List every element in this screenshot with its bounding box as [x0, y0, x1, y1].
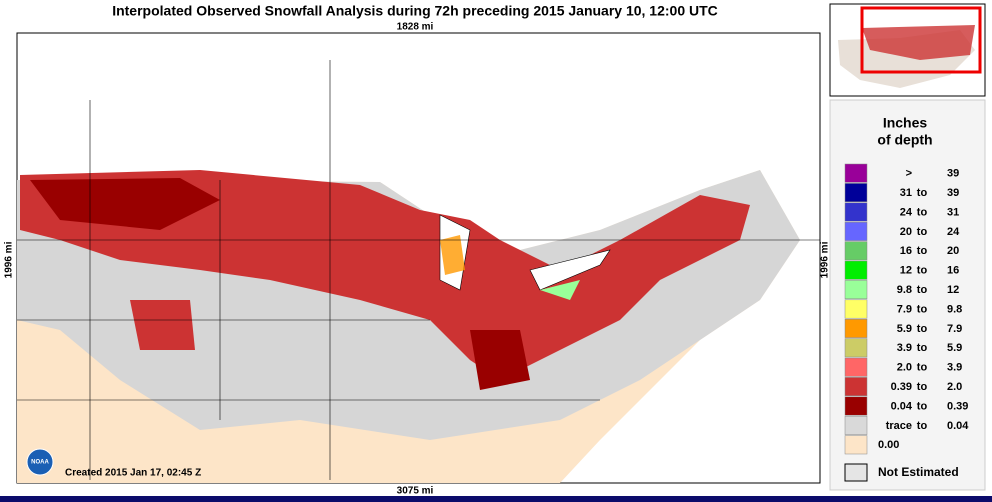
- title: Interpolated Observed Snowfall Analysis …: [112, 3, 718, 19]
- legend-label: 3.9: [897, 342, 912, 354]
- legend-label: to: [917, 381, 928, 393]
- legend-swatch: [844, 163, 868, 183]
- legend-swatch: [844, 299, 868, 319]
- map: NOAA Created 2015 Jan 17, 02:45 Z: [16, 32, 821, 484]
- legend-swatch: [844, 415, 868, 435]
- legend-label: to: [917, 342, 928, 354]
- legend-label: 12: [900, 265, 912, 277]
- legend-swatch: [844, 202, 868, 222]
- legend-title: of depth: [877, 132, 932, 148]
- legend-label: to: [917, 400, 928, 412]
- snow-region: [130, 300, 195, 350]
- not-estimated-swatch: [844, 463, 868, 482]
- legend-label: 9.8: [897, 284, 912, 296]
- legend-label: 0.39: [891, 381, 912, 393]
- legend-swatch: [844, 396, 868, 416]
- legend-label: 24: [947, 226, 960, 238]
- legend-label: to: [917, 226, 928, 238]
- legend-label: 2.0: [897, 362, 912, 374]
- legend-label: to: [917, 323, 928, 335]
- legend-label: to: [917, 362, 928, 374]
- legend-label: to: [917, 206, 928, 218]
- legend-label: to: [917, 245, 928, 257]
- legend-label: 39: [947, 168, 959, 180]
- noaa-logo-text: NOAA: [31, 460, 49, 466]
- distance-bottom: 3075 mi: [397, 486, 434, 497]
- created-date: Created 2015 Jan 17, 02:45 Z: [65, 468, 201, 479]
- legend-label: 20: [947, 245, 959, 257]
- distance-left: 1996 mi: [4, 241, 15, 278]
- noaa-logo: [26, 448, 54, 476]
- legend-label: to: [917, 187, 928, 199]
- snow-region: [20, 170, 750, 380]
- legend-label: 24: [900, 206, 913, 218]
- lake-effect: [540, 280, 580, 300]
- legend-label: to: [917, 265, 928, 277]
- legend: Inches of depth Not Estimated >39 31 to 39 2…: [829, 99, 986, 491]
- distance-top: 1828 mi: [397, 22, 434, 33]
- legend-swatch: [844, 318, 868, 338]
- legend-swatch: [844, 241, 868, 261]
- legend-swatch: [844, 338, 868, 358]
- legend-label: 0.04: [947, 420, 969, 432]
- legend-label: 31: [947, 206, 959, 218]
- inset-highlight: [860, 6, 982, 74]
- snow-region-dark: [30, 178, 220, 230]
- legend-label: 2.0: [947, 381, 962, 393]
- snow-region-dark: [470, 330, 530, 390]
- legend-label: 39: [947, 187, 959, 199]
- legend-label: 5.9: [947, 342, 962, 354]
- legend-label: trace: [886, 420, 912, 432]
- legend-label: 16: [900, 245, 912, 257]
- inset-map: [829, 3, 986, 97]
- legend-swatch: [844, 357, 868, 377]
- legend-swatch: [844, 260, 868, 280]
- legend-swatch: [844, 221, 868, 241]
- state-borders: [17, 60, 820, 480]
- legend-label: 0.00: [878, 439, 899, 451]
- legend-label: to: [917, 303, 928, 315]
- lake-erie: [529, 249, 611, 291]
- distance-right: 1996 mi: [820, 241, 831, 278]
- legend-label: 3.9: [947, 362, 962, 374]
- legend-label: to: [917, 420, 928, 432]
- legend-title: Inches: [883, 115, 928, 131]
- legend-label: to: [917, 284, 928, 296]
- legend-label: 31: [900, 187, 912, 199]
- legend-label: 0.04: [891, 400, 913, 412]
- legend-label: >: [906, 168, 912, 180]
- legend-label: 20: [900, 226, 912, 238]
- legend-label: 7.9: [897, 303, 912, 315]
- legend-label: 12: [947, 284, 959, 296]
- legend-label: 7.9: [947, 323, 962, 335]
- legend-label: 0.39: [947, 400, 968, 412]
- not-estimated-label: Not Estimated: [878, 465, 959, 479]
- lake-effect: [440, 235, 465, 275]
- legend-swatch: [844, 280, 868, 300]
- legend-label: 16: [947, 265, 959, 277]
- legend-swatch: [844, 435, 868, 455]
- legend-label: 9.8: [947, 303, 962, 315]
- legend-swatch: [844, 377, 868, 397]
- legend-label: 5.9: [897, 323, 912, 335]
- inset-snow: [862, 25, 975, 60]
- legend-swatch: [844, 183, 868, 203]
